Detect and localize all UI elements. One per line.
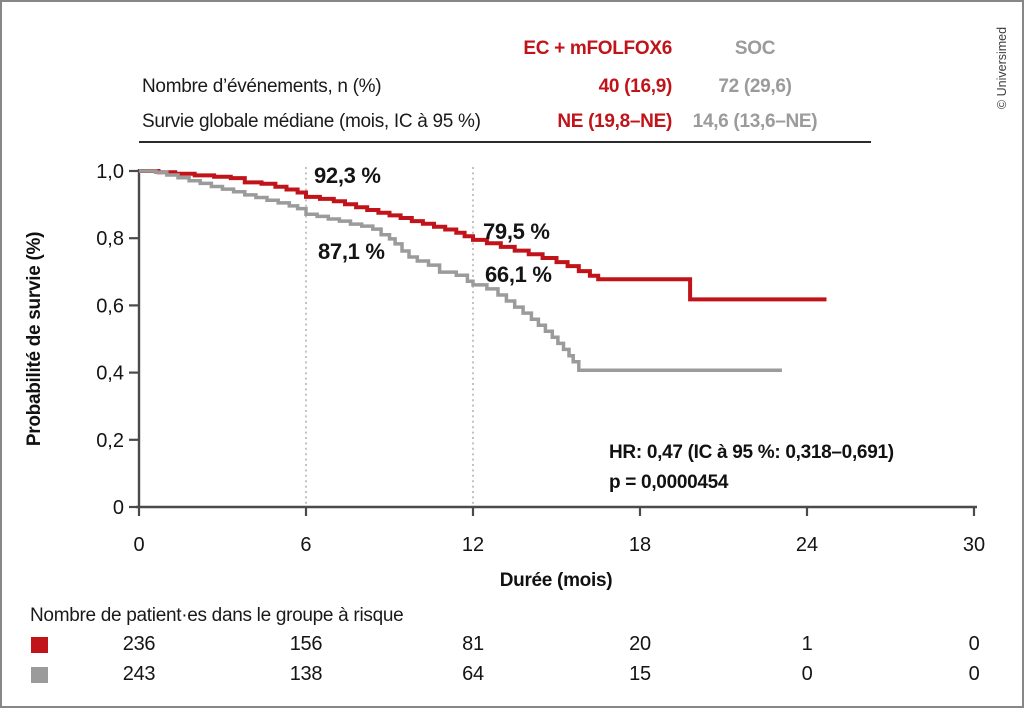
- p-value-line: p = 0,0000454: [609, 472, 729, 493]
- x-axis-title: Durée (mois): [499, 570, 613, 591]
- y-tick-label-0,4: 0,4: [96, 363, 124, 385]
- stats-events-ec-value: 40 (16,9): [598, 76, 673, 97]
- stats-table-divider: [139, 141, 871, 143]
- stats-median-ec-value: NE (19,8–NE): [557, 111, 672, 132]
- y-axis-title: Probabilité de survie (%): [24, 231, 45, 447]
- curve-annotation-1: 87,1 %: [318, 239, 385, 264]
- stats-header-ec-mfolfox6: EC + mFOLFOX6: [523, 38, 672, 59]
- risk-count-ec-mfolfox6-month-18: 20: [629, 633, 651, 655]
- risk-count-ec-mfolfox6-month-0: 236: [122, 633, 156, 655]
- risk-count-ec-mfolfox6-month-24: 1: [801, 633, 813, 655]
- stats-median-soc-value: 14,6 (13,6–NE): [692, 111, 818, 132]
- stats-row-median-os-label: Survie globale médiane (mois, IC à 95 %): [142, 111, 481, 132]
- x-tick-label-12: 12: [462, 534, 484, 556]
- hazard-ratio-line: HR: 0,47 (IC à 95 %: 0,318–0,691): [609, 442, 894, 463]
- risk-marker-soc: [31, 667, 48, 683]
- risk-count-ec-mfolfox6-month-6: 156: [289, 633, 323, 655]
- y-tick-label-0,6: 0,6: [96, 295, 124, 317]
- risk-count-soc-month-18: 15: [629, 663, 651, 685]
- risk-count-ec-mfolfox6-month-30: 0: [968, 633, 980, 655]
- risk-count-soc-month-6: 138: [289, 663, 323, 685]
- curve-annotation-3: 66,1 %: [485, 262, 552, 287]
- x-tick-label-0: 0: [133, 534, 144, 556]
- x-tick-label-6: 6: [300, 534, 311, 556]
- survival-curve-soc: [139, 169, 782, 372]
- risk-table-title: Nombre de patient·es dans le groupe à ri…: [30, 605, 404, 626]
- stats-header-soc: SOC: [734, 38, 776, 59]
- risk-count-soc-month-30: 0: [968, 663, 980, 685]
- y-tick-label-1,0: 1,0: [96, 161, 124, 183]
- copyright-label: © Universimed: [995, 26, 1009, 110]
- stats-row-events-label: Nombre d’événements, n (%): [142, 76, 382, 97]
- x-tick-label-24: 24: [796, 534, 818, 556]
- risk-marker-ec-mfolfox6: [31, 637, 48, 653]
- survival-curve-ec-mfolfox6: [139, 169, 827, 302]
- x-tick-label-18: 18: [629, 534, 651, 556]
- y-tick-label-0,2: 0,2: [96, 430, 124, 452]
- hazard-ratio-note: HR: 0,47 (IC à 95 %: 0,318–0,691) p = 0,…: [609, 438, 894, 498]
- y-tick-label-0,8: 0,8: [96, 228, 124, 250]
- risk-count-ec-mfolfox6-month-12: 81: [462, 633, 484, 655]
- risk-count-soc-month-12: 64: [462, 663, 484, 685]
- risk-count-soc-month-0: 243: [122, 663, 156, 685]
- y-tick-label-0: 0: [113, 497, 124, 519]
- stats-events-soc-value: 72 (29,6): [718, 76, 792, 97]
- x-tick-label-30: 30: [963, 534, 985, 556]
- curve-annotation-0: 92,3 %: [314, 163, 381, 188]
- curve-annotation-2: 79,5 %: [483, 219, 550, 244]
- risk-count-soc-month-24: 0: [801, 663, 813, 685]
